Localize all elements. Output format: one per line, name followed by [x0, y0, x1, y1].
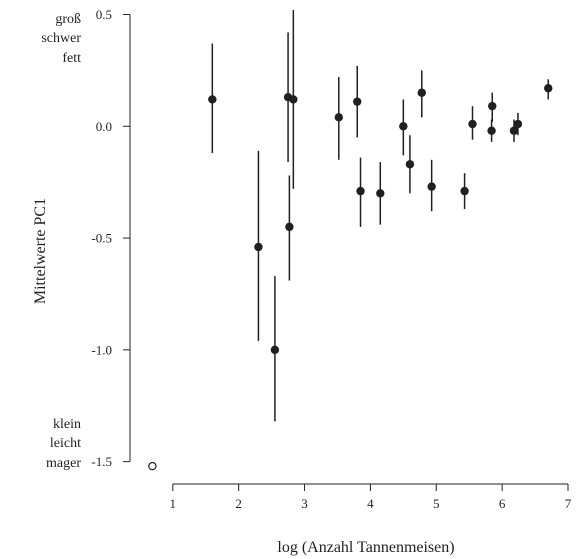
y-tick-label: -1.0: [91, 342, 112, 357]
x-tick-label: 1: [170, 496, 177, 511]
x-tick-label: 4: [367, 496, 374, 511]
annotation-bottom-2: leicht: [50, 436, 81, 451]
data-point: [334, 113, 343, 122]
y-axis-title: Mittelwerte PC1: [32, 198, 49, 304]
data-point: [254, 242, 263, 252]
annotation-top-2: schwer: [41, 31, 81, 46]
data-point: [544, 84, 553, 93]
x-tick-label: 6: [499, 496, 506, 511]
data-point: [270, 345, 280, 355]
data-point: [405, 160, 415, 169]
x-tick-label: 3: [301, 496, 308, 511]
annotation-top-1: groß: [55, 12, 81, 27]
data-point: [513, 119, 523, 129]
data-point: [460, 186, 469, 196]
data-point: [399, 122, 408, 131]
data-point-open: [148, 461, 157, 471]
annotation-top-3: fett: [62, 51, 81, 66]
error-bars: [211, 10, 549, 422]
y-tick-label: -1.5: [91, 454, 112, 469]
y-tick-label: -0.5: [91, 231, 112, 246]
x-axis-title: log (Anzahl Tannenmeisen): [277, 539, 454, 556]
x-tick-label: 7: [565, 496, 572, 511]
y-tick-label: 0.0: [96, 119, 112, 134]
axes: 1 2 3 4 5 6 7 -1.5 -1.0 -0.5 0.0 0.5: [91, 7, 571, 511]
x-tick-label: 5: [433, 496, 440, 511]
data-point: [356, 186, 365, 196]
x-tick-label: 2: [235, 496, 242, 511]
data-point: [487, 126, 496, 135]
annotation-bottom-1: klein: [53, 417, 81, 432]
data-point: [427, 182, 436, 191]
data-point: [353, 97, 362, 106]
data-point: [468, 119, 477, 129]
data-point: [417, 88, 426, 97]
annotation-bottom-3: mager: [46, 456, 81, 471]
data-point: [488, 101, 497, 111]
data-point: [509, 126, 519, 135]
data-points: [148, 84, 553, 471]
data-point: [208, 95, 217, 104]
data-point: [289, 95, 298, 104]
data-point: [376, 189, 385, 198]
y-tick-label: 0.5: [96, 7, 112, 22]
data-point: [285, 222, 294, 232]
